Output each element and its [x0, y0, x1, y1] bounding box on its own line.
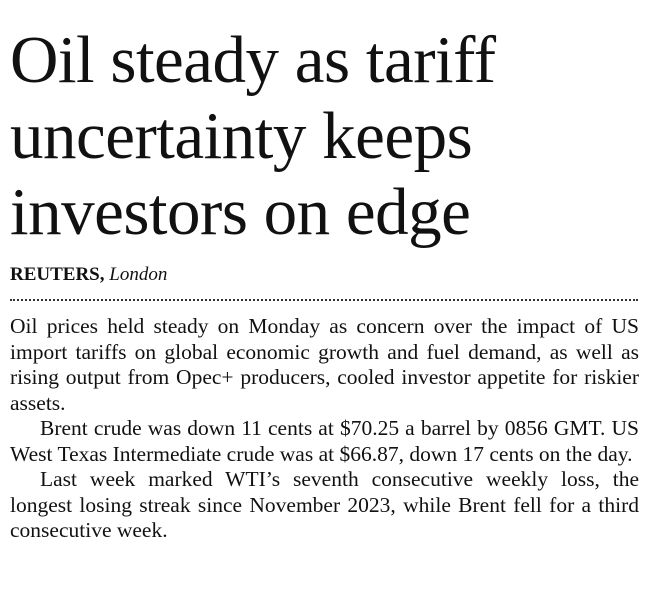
headline: Oil steady as tariff uncertainty keeps i… [10, 22, 645, 250]
agency: REUTERS, [10, 264, 105, 285]
dotted-rule [10, 299, 638, 301]
paragraph: Last week marked WTI’s seventh consecuti… [10, 467, 639, 542]
headline-line: investors on edge [10, 175, 471, 249]
headline-line: uncertainty keeps [10, 99, 473, 173]
location: London [109, 264, 168, 285]
article-body: Oil prices held steady on Monday as conc… [10, 314, 639, 544]
paragraph: Brent crude was down 11 cents at $70.25 … [10, 416, 639, 466]
headline-line: Oil steady as tariff [10, 23, 496, 97]
byline: REUTERS, London [10, 264, 167, 286]
paragraph: Oil prices held steady on Monday as conc… [10, 314, 639, 415]
